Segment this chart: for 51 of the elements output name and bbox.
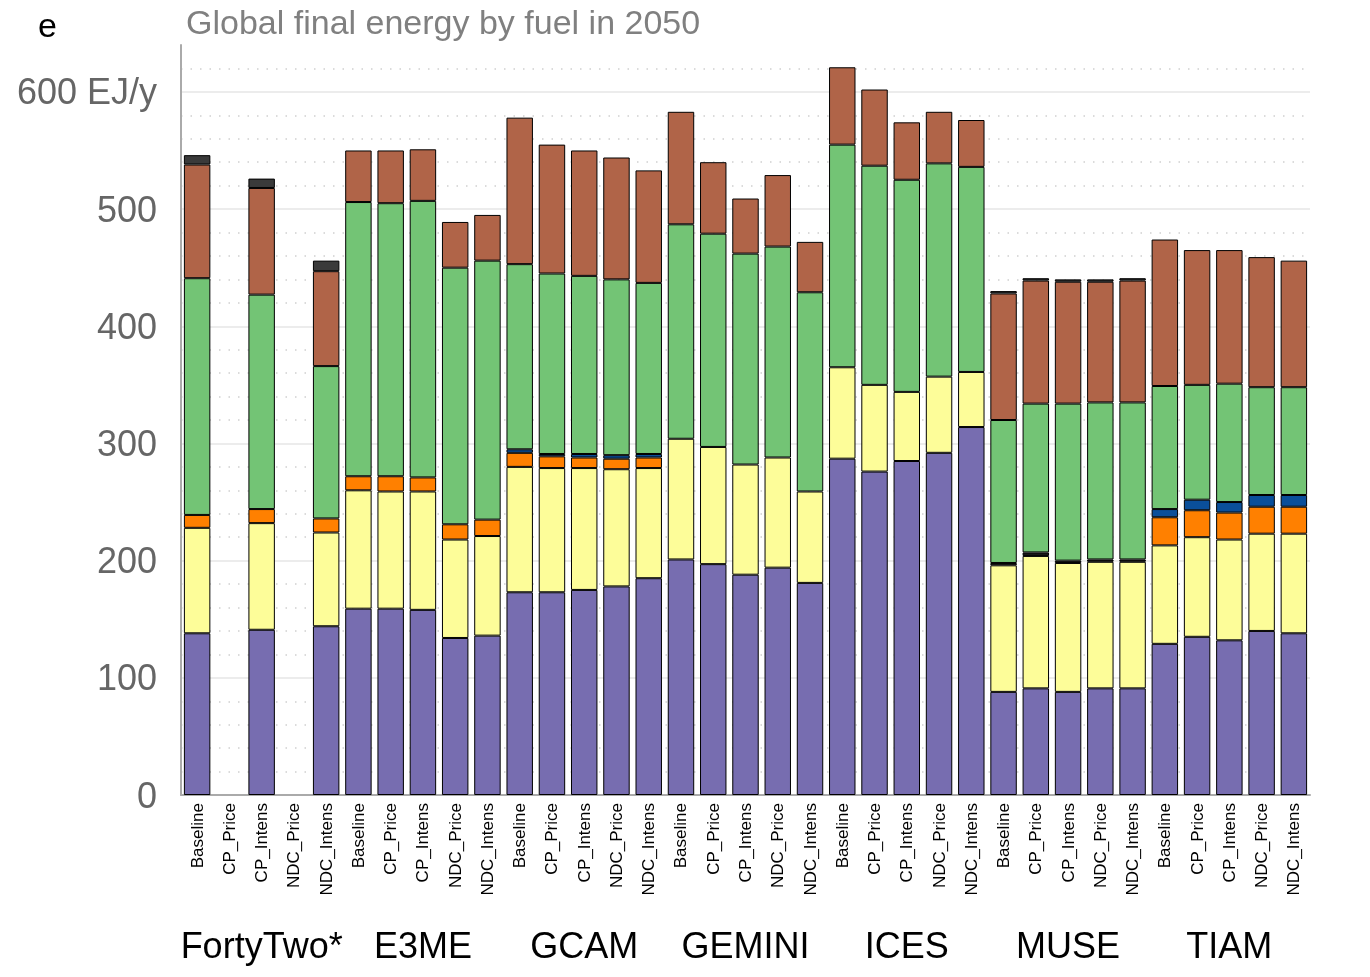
- x-tick-label: NDC_Intens: [1123, 803, 1143, 896]
- x-tick-label: NDC_Intens: [1284, 803, 1304, 896]
- x-tick-label: Baseline: [994, 803, 1014, 869]
- x-tick-label: CP_Price: [1187, 803, 1207, 875]
- text: GEMINI: [681, 924, 810, 966]
- x-tick-label: Baseline: [1155, 803, 1175, 869]
- x-tick-label: CP_Price: [542, 803, 562, 875]
- x-tick-label: CP_Intens: [574, 803, 594, 883]
- y-tick-label: 300: [96, 422, 157, 464]
- x-tick-label: NDC_Intens: [639, 803, 659, 896]
- x-tick-label: NDC_Price: [1090, 803, 1110, 889]
- y-tick-label: 400: [96, 305, 157, 347]
- text: MUSE: [1016, 924, 1121, 966]
- x-tick-label: CP_Price: [381, 803, 401, 875]
- x-tick-label: NDC_Intens: [477, 803, 497, 896]
- x-tick-label: Baseline: [671, 803, 691, 869]
- x-tick-label: Baseline: [832, 803, 852, 869]
- x-tick-label: NDC_Intens: [800, 803, 820, 896]
- x-tick-label: NDC_Intens: [961, 803, 981, 896]
- x-tick-label: Baseline: [510, 803, 530, 869]
- x-tick-label: NDC_Intens: [316, 803, 336, 896]
- text: E3ME: [373, 924, 472, 966]
- text: FortyTwo*: [180, 924, 343, 966]
- x-tick-label: NDC_Price: [768, 803, 788, 889]
- x-tick-label: CP_Price: [703, 803, 723, 875]
- text: e: [38, 6, 57, 44]
- x-tick-label: NDC_Price: [1252, 803, 1272, 889]
- x-tick-label: Baseline: [187, 803, 207, 869]
- x-tick-label: CP_Intens: [897, 803, 917, 883]
- y-tick-label: 500: [96, 188, 157, 230]
- y-tick-label: 100: [96, 657, 157, 699]
- text: GCAM: [530, 924, 639, 966]
- text: TIAM: [1186, 924, 1273, 966]
- x-tick-label: CP_Price: [1026, 803, 1046, 875]
- x-tick-label: CP_Intens: [736, 803, 755, 883]
- x-tick-label: CP_Price: [219, 803, 239, 875]
- x-tick-label: NDC_Price: [606, 803, 626, 889]
- x-tick-label: CP_Price: [865, 803, 885, 875]
- x-tick-label: NDC_Price: [284, 803, 304, 889]
- y-tick-label: 0: [136, 774, 157, 816]
- y-tick-label: 200: [96, 540, 157, 582]
- x-tick-label: CP_Intens: [252, 803, 272, 883]
- y-tick-label: 600 EJ/y: [16, 71, 157, 113]
- text: ICES: [864, 924, 949, 966]
- x-tick-label: NDC_Price: [929, 803, 949, 889]
- x-tick-label: NDC_Price: [445, 803, 465, 889]
- x-tick-label: CP_Intens: [1058, 803, 1078, 883]
- x-tick-label: Baseline: [348, 803, 368, 869]
- chart-title: Global final energy by fuel in 2050: [186, 3, 701, 41]
- x-tick-label: CP_Intens: [413, 803, 433, 883]
- x-tick-label: CP_Intens: [1219, 803, 1239, 883]
